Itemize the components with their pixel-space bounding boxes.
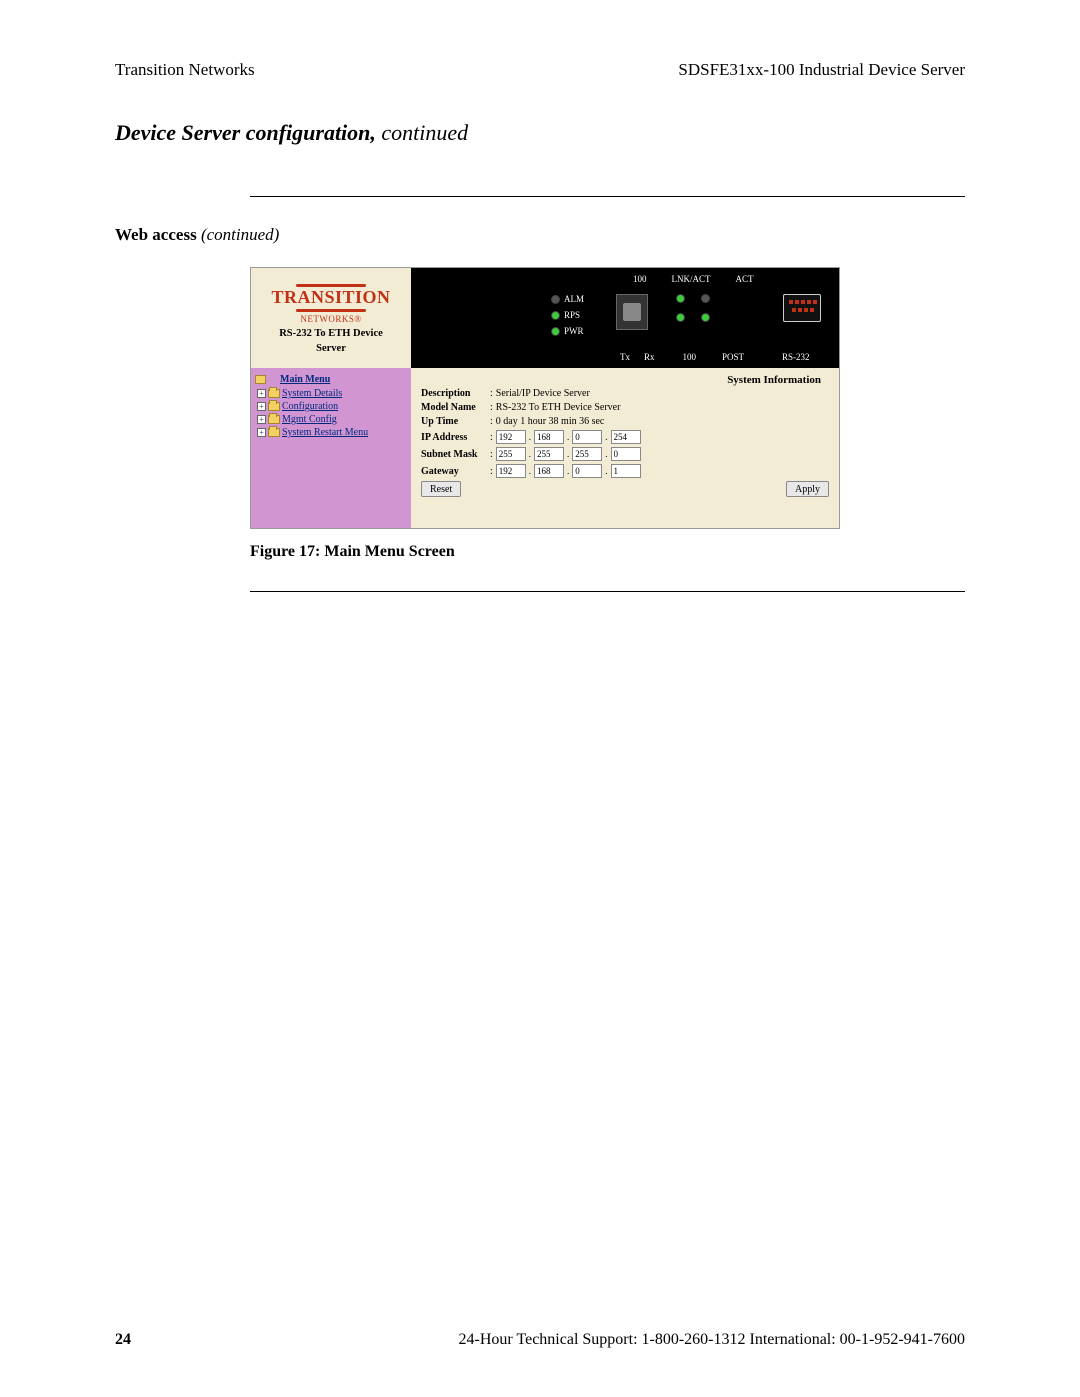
divider <box>250 196 965 197</box>
label-act: ACT <box>736 274 754 284</box>
rps-led <box>551 311 560 320</box>
main-panel: System Information Description : Serial/… <box>411 368 839 528</box>
sub-title-continued: (continued) <box>201 225 279 244</box>
ip-octet-2[interactable] <box>534 430 564 444</box>
subnet-mask-row: Subnet Mask : . . . <box>421 447 829 461</box>
gateway-octet-4[interactable] <box>611 464 641 478</box>
logo-networks: NETWORKS® <box>300 314 361 324</box>
led-group-right <box>676 294 710 322</box>
sidebar-item[interactable]: + Mgmt Config <box>257 414 407 425</box>
uptime-row: Up Time : 0 day 1 hour 38 min 36 sec <box>421 416 829 427</box>
embedded-screenshot: TRANSITION NETWORKS® RS-232 To ETH Devic… <box>250 267 840 529</box>
reset-button[interactable]: Reset <box>421 481 461 497</box>
logo-sub2: Server <box>316 343 346 354</box>
header-right: SDSFE31xx-100 Industrial Device Server <box>678 60 965 80</box>
label-100b: 100 <box>683 352 697 362</box>
sub-title: Web access (continued) <box>115 225 965 245</box>
pwr-led <box>551 327 560 336</box>
logo-panel: TRANSITION NETWORKS® RS-232 To ETH Devic… <box>251 268 411 368</box>
main-menu-link[interactable]: Main Menu <box>280 374 330 385</box>
gateway-octet-3[interactable] <box>572 464 602 478</box>
subnet-octet-2[interactable] <box>534 447 564 461</box>
folder-icon <box>255 375 266 384</box>
status-bottom-labels: Tx Rx 100 POST RS-232 <box>620 352 810 362</box>
logo-text: TRANSITION <box>271 289 390 306</box>
alm-led <box>551 295 560 304</box>
gateway-octet-1[interactable] <box>496 464 526 478</box>
page-number: 24 <box>115 1331 131 1349</box>
uptime-value: 0 day 1 hour 38 min 36 sec <box>496 416 605 427</box>
ip-address-row: IP Address : . . . <box>421 430 829 444</box>
sidebar-link[interactable]: System Details <box>282 388 342 399</box>
system-information-title: System Information <box>727 374 821 386</box>
label-post: POST <box>722 352 744 362</box>
subnet-octet-1[interactable] <box>496 447 526 461</box>
label-rx: Rx <box>644 352 655 362</box>
status-top-labels: 100 LNK/ACT ACT <box>633 274 754 284</box>
gateway-label: Gateway <box>421 466 490 477</box>
expand-icon[interactable]: + <box>257 415 266 424</box>
rps-label: RPS <box>564 310 580 320</box>
doc-header: Transition Networks SDSFE31xx-100 Indust… <box>115 60 965 80</box>
model-name-row: Model Name : RS-232 To ETH Device Server <box>421 402 829 413</box>
folder-icon <box>268 389 280 398</box>
logo-bar <box>296 309 366 312</box>
led-icon <box>676 313 685 322</box>
label-tx: Tx <box>620 352 630 362</box>
sidebar-item[interactable]: + Configuration <box>257 401 407 412</box>
ip-octet-4[interactable] <box>611 430 641 444</box>
header-left: Transition Networks <box>115 60 255 80</box>
title-continued: continued <box>381 120 468 145</box>
label-100: 100 <box>633 274 647 284</box>
folder-icon <box>268 402 280 411</box>
sidebar-item[interactable]: + System Restart Menu <box>257 427 407 438</box>
sub-title-text: Web access <box>115 225 201 244</box>
status-panel: 100 LNK/ACT ACT ALM RPS PWR <box>411 268 839 368</box>
led-icon <box>701 294 710 303</box>
ip-octet-1[interactable] <box>496 430 526 444</box>
subnet-octet-4[interactable] <box>611 447 641 461</box>
figure-caption: Figure 17: Main Menu Screen <box>250 543 840 561</box>
led-column: ALM RPS PWR <box>551 294 584 336</box>
uptime-label: Up Time <box>421 416 490 427</box>
description-label: Description <box>421 388 490 399</box>
apply-button[interactable]: Apply <box>786 481 829 497</box>
page-footer: 24 24-Hour Technical Support: 1-800-260-… <box>115 1331 965 1349</box>
sidebar-link[interactable]: System Restart Menu <box>282 427 368 438</box>
folder-icon <box>268 415 280 424</box>
subnet-mask-label: Subnet Mask <box>421 449 490 460</box>
label-rs232: RS-232 <box>782 352 810 362</box>
gateway-row: Gateway : . . . <box>421 464 829 478</box>
gateway-octet-2[interactable] <box>534 464 564 478</box>
title-text: Device Server configuration, <box>115 120 381 145</box>
ip-octet-3[interactable] <box>572 430 602 444</box>
ip-address-label: IP Address <box>421 432 490 443</box>
footer-support: 24-Hour Technical Support: 1-800-260-131… <box>459 1331 965 1349</box>
sidebar-link[interactable]: Mgmt Config <box>282 414 337 425</box>
sidebar-link[interactable]: Configuration <box>282 401 338 412</box>
description-value: Serial/IP Device Server <box>496 388 590 399</box>
section-title: Device Server configuration, continued <box>115 120 965 146</box>
alm-label: ALM <box>564 294 584 304</box>
pwr-label: PWR <box>564 326 584 336</box>
subnet-octet-3[interactable] <box>572 447 602 461</box>
rs232-port-icon <box>783 294 821 322</box>
description-row: Description : Serial/IP Device Server <box>421 388 829 399</box>
divider <box>250 591 965 592</box>
expand-icon[interactable]: + <box>257 402 266 411</box>
folder-icon <box>268 428 280 437</box>
ethernet-port-icon <box>616 294 648 330</box>
sidebar-item[interactable]: + System Details <box>257 388 407 399</box>
led-icon <box>676 294 685 303</box>
led-icon <box>701 313 710 322</box>
sidebar: Main Menu + System Details + Configurati… <box>251 368 411 528</box>
label-lnkact: LNK/ACT <box>672 274 711 284</box>
expand-icon[interactable]: + <box>257 428 266 437</box>
expand-icon[interactable]: + <box>257 389 266 398</box>
model-name-label: Model Name <box>421 402 490 413</box>
model-name-value: RS-232 To ETH Device Server <box>496 402 621 413</box>
logo-sub1: RS-232 To ETH Device <box>279 328 383 339</box>
